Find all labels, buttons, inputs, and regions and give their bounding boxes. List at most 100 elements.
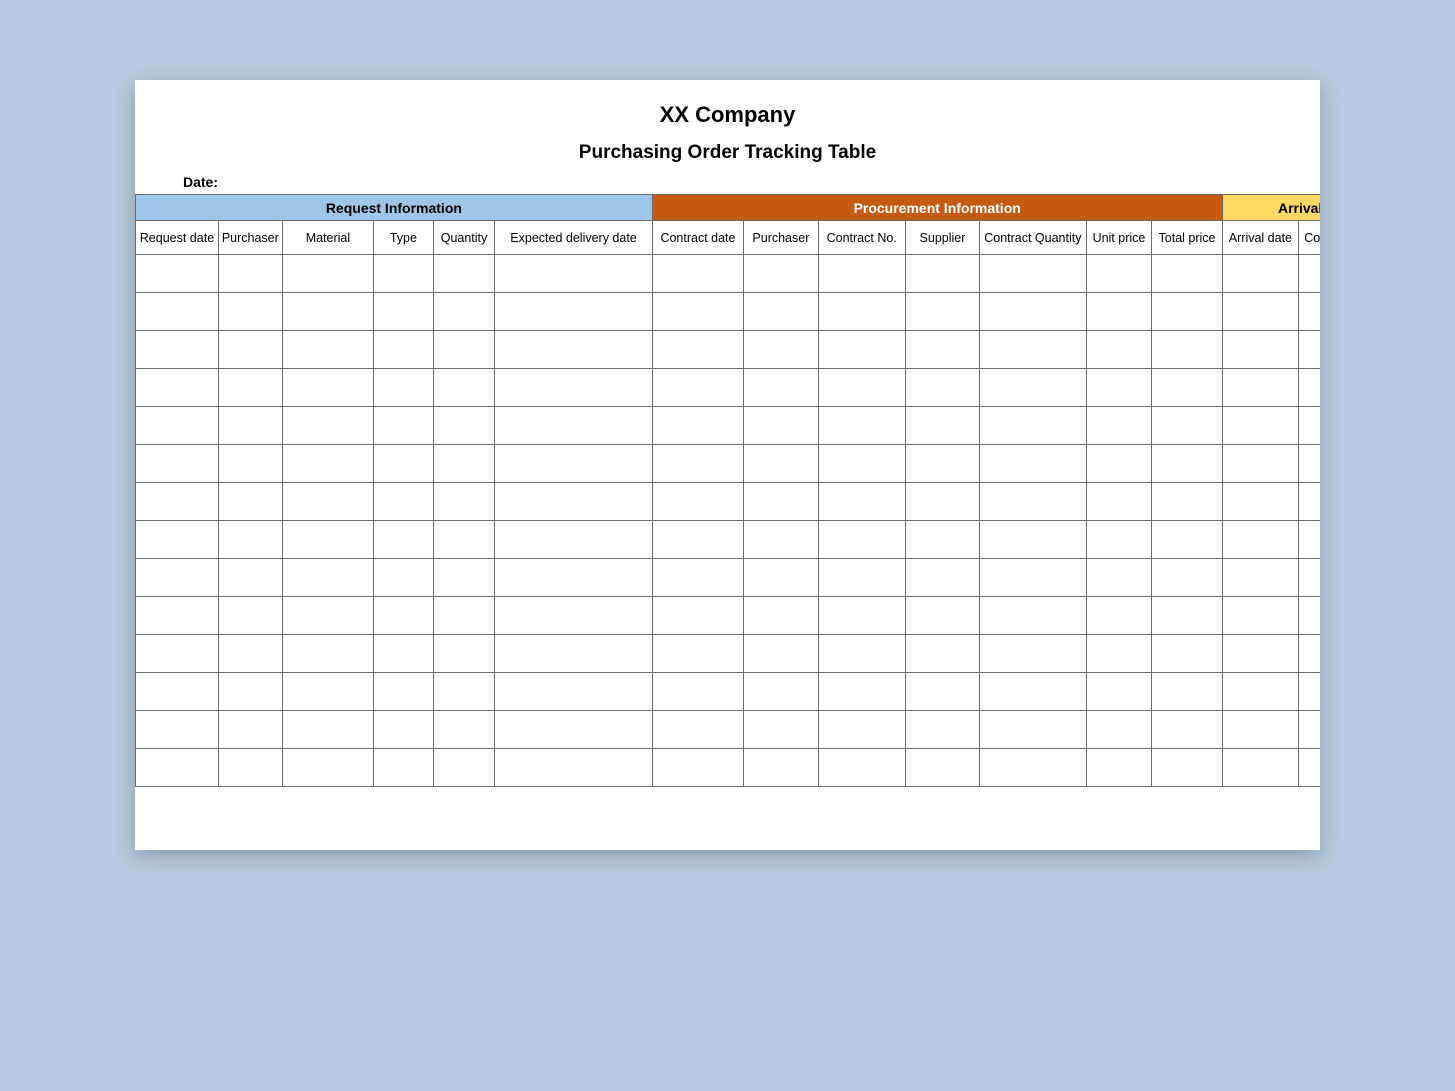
table-cell[interactable] xyxy=(136,635,219,673)
table-cell[interactable] xyxy=(905,635,979,673)
table-cell[interactable] xyxy=(1152,445,1222,483)
table-cell[interactable] xyxy=(1299,521,1320,559)
table-cell[interactable] xyxy=(818,483,905,521)
table-cell[interactable] xyxy=(218,255,282,293)
table-cell[interactable] xyxy=(1222,559,1299,597)
table-cell[interactable] xyxy=(218,749,282,787)
table-cell[interactable] xyxy=(744,445,818,483)
table-cell[interactable] xyxy=(652,445,743,483)
table-cell[interactable] xyxy=(495,255,652,293)
table-cell[interactable] xyxy=(818,445,905,483)
table-cell[interactable] xyxy=(905,369,979,407)
table-cell[interactable] xyxy=(433,483,495,521)
table-cell[interactable] xyxy=(1222,369,1299,407)
table-cell[interactable] xyxy=(136,559,219,597)
table-cell[interactable] xyxy=(1152,293,1222,331)
table-cell[interactable] xyxy=(1086,711,1152,749)
table-cell[interactable] xyxy=(495,293,652,331)
table-cell[interactable] xyxy=(818,407,905,445)
table-cell[interactable] xyxy=(1086,255,1152,293)
table-cell[interactable] xyxy=(818,673,905,711)
table-cell[interactable] xyxy=(136,597,219,635)
table-cell[interactable] xyxy=(652,293,743,331)
table-cell[interactable] xyxy=(905,711,979,749)
table-cell[interactable] xyxy=(433,255,495,293)
table-cell[interactable] xyxy=(980,673,1086,711)
table-cell[interactable] xyxy=(218,521,282,559)
table-cell[interactable] xyxy=(980,445,1086,483)
table-cell[interactable] xyxy=(136,673,219,711)
table-cell[interactable] xyxy=(433,407,495,445)
table-cell[interactable] xyxy=(905,293,979,331)
table-cell[interactable] xyxy=(433,369,495,407)
table-cell[interactable] xyxy=(374,293,434,331)
table-cell[interactable] xyxy=(744,255,818,293)
table-cell[interactable] xyxy=(744,559,818,597)
table-cell[interactable] xyxy=(1152,559,1222,597)
table-cell[interactable] xyxy=(1299,331,1320,369)
table-cell[interactable] xyxy=(744,635,818,673)
table-cell[interactable] xyxy=(744,331,818,369)
table-cell[interactable] xyxy=(980,635,1086,673)
table-cell[interactable] xyxy=(652,483,743,521)
table-cell[interactable] xyxy=(433,635,495,673)
table-cell[interactable] xyxy=(980,749,1086,787)
table-cell[interactable] xyxy=(652,597,743,635)
table-cell[interactable] xyxy=(1086,635,1152,673)
table-cell[interactable] xyxy=(282,483,373,521)
table-cell[interactable] xyxy=(282,331,373,369)
table-cell[interactable] xyxy=(980,559,1086,597)
table-cell[interactable] xyxy=(136,293,219,331)
table-cell[interactable] xyxy=(1152,331,1222,369)
table-cell[interactable] xyxy=(744,407,818,445)
table-cell[interactable] xyxy=(374,711,434,749)
table-cell[interactable] xyxy=(905,597,979,635)
table-cell[interactable] xyxy=(652,673,743,711)
table-cell[interactable] xyxy=(1299,445,1320,483)
table-cell[interactable] xyxy=(818,635,905,673)
table-cell[interactable] xyxy=(744,293,818,331)
table-cell[interactable] xyxy=(744,711,818,749)
table-cell[interactable] xyxy=(495,673,652,711)
table-cell[interactable] xyxy=(282,407,373,445)
table-cell[interactable] xyxy=(374,407,434,445)
table-cell[interactable] xyxy=(818,711,905,749)
table-cell[interactable] xyxy=(433,711,495,749)
table-cell[interactable] xyxy=(136,483,219,521)
table-cell[interactable] xyxy=(282,559,373,597)
table-cell[interactable] xyxy=(218,369,282,407)
table-cell[interactable] xyxy=(136,369,219,407)
table-cell[interactable] xyxy=(1086,483,1152,521)
table-cell[interactable] xyxy=(433,749,495,787)
table-cell[interactable] xyxy=(818,597,905,635)
table-cell[interactable] xyxy=(374,673,434,711)
table-cell[interactable] xyxy=(818,521,905,559)
table-cell[interactable] xyxy=(744,521,818,559)
table-cell[interactable] xyxy=(218,445,282,483)
table-cell[interactable] xyxy=(652,407,743,445)
table-cell[interactable] xyxy=(1222,711,1299,749)
table-cell[interactable] xyxy=(744,749,818,787)
table-cell[interactable] xyxy=(374,369,434,407)
table-cell[interactable] xyxy=(1299,483,1320,521)
table-cell[interactable] xyxy=(218,673,282,711)
table-cell[interactable] xyxy=(282,445,373,483)
table-cell[interactable] xyxy=(433,521,495,559)
table-cell[interactable] xyxy=(136,711,219,749)
table-cell[interactable] xyxy=(980,293,1086,331)
table-cell[interactable] xyxy=(495,407,652,445)
table-cell[interactable] xyxy=(282,749,373,787)
table-cell[interactable] xyxy=(905,521,979,559)
table-cell[interactable] xyxy=(136,749,219,787)
table-cell[interactable] xyxy=(652,635,743,673)
table-cell[interactable] xyxy=(218,483,282,521)
table-cell[interactable] xyxy=(1222,635,1299,673)
table-cell[interactable] xyxy=(818,559,905,597)
table-cell[interactable] xyxy=(980,711,1086,749)
table-cell[interactable] xyxy=(1086,407,1152,445)
table-cell[interactable] xyxy=(1299,635,1320,673)
table-cell[interactable] xyxy=(433,559,495,597)
table-cell[interactable] xyxy=(1299,673,1320,711)
table-cell[interactable] xyxy=(218,635,282,673)
table-cell[interactable] xyxy=(1086,597,1152,635)
